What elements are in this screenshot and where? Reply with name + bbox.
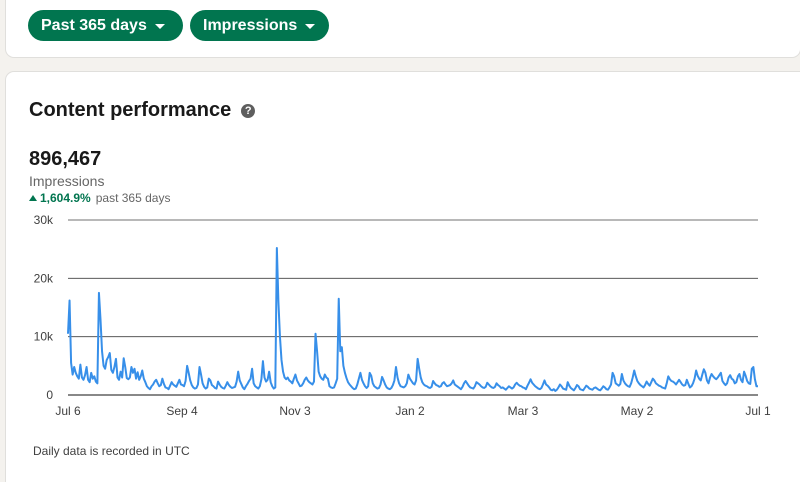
help-icon[interactable]: ? bbox=[241, 103, 256, 118]
period-filter-button[interactable]: Past 365 days bbox=[28, 10, 183, 41]
metric-name: Impressions bbox=[29, 173, 105, 189]
x-tick-label: Mar 3 bbox=[508, 404, 539, 418]
card-title: Content performance bbox=[29, 99, 232, 121]
x-tick-label: Jul 1 bbox=[745, 404, 771, 418]
trend-up-icon bbox=[29, 195, 37, 201]
change-value: 1,604.9% bbox=[40, 191, 91, 205]
total-impressions: 896,467 bbox=[29, 148, 102, 170]
y-tick-label: 30k bbox=[34, 213, 54, 227]
footnote: Daily data is recorded in UTC bbox=[33, 444, 190, 458]
y-tick-label: 20k bbox=[34, 271, 54, 285]
y-tick-label: 10k bbox=[34, 330, 54, 344]
x-tick-label: Sep 4 bbox=[166, 404, 198, 418]
metric-filter-button[interactable]: Impressions bbox=[190, 10, 329, 41]
x-tick-label: Jul 6 bbox=[55, 404, 81, 418]
period-filter-label: Past 365 days bbox=[41, 16, 147, 34]
change-label: past 365 days bbox=[95, 191, 171, 205]
series-line-impressions bbox=[67, 247, 758, 392]
filter-card: Past 365 days Impressions bbox=[6, 0, 800, 57]
impressions-line-chart: 0 10k 20k 30k Jul 6 Sep 4 Nov 3 Jan 2 Mar 3 May 2… bbox=[34, 213, 771, 418]
metric-filter-label: Impressions bbox=[203, 16, 298, 34]
content-performance-card: Content performance ? 896,467 Impression… bbox=[6, 72, 800, 482]
y-tick-label: 0 bbox=[46, 388, 53, 402]
change-row: 1,604.9% past 365 days bbox=[29, 191, 170, 205]
caret-down-icon bbox=[154, 24, 165, 29]
x-tick-label: Jan 2 bbox=[395, 404, 425, 418]
x-tick-label: Nov 3 bbox=[279, 404, 311, 418]
card-header: Content performance ? bbox=[29, 99, 256, 122]
x-tick-label: May 2 bbox=[621, 404, 654, 418]
caret-down-icon bbox=[305, 24, 316, 29]
